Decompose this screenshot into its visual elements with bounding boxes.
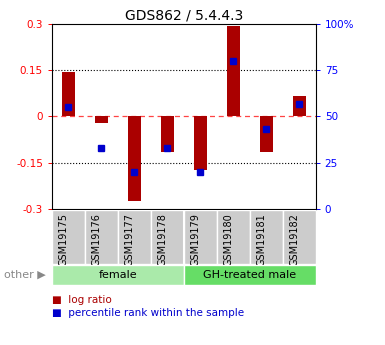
- Bar: [85, 210, 118, 264]
- Bar: [184, 210, 217, 264]
- Text: female: female: [99, 270, 137, 280]
- Text: other ▶: other ▶: [4, 270, 45, 280]
- Text: GSM19175: GSM19175: [59, 213, 69, 266]
- Text: GSM19176: GSM19176: [91, 213, 101, 266]
- Bar: [184, 265, 316, 285]
- Text: GSM19180: GSM19180: [223, 213, 233, 266]
- Text: GSM19178: GSM19178: [157, 213, 167, 266]
- Text: GSM19181: GSM19181: [256, 213, 266, 266]
- Bar: [52, 210, 85, 264]
- Bar: [128, 117, 141, 201]
- Bar: [95, 117, 108, 122]
- Bar: [161, 117, 174, 152]
- Bar: [217, 210, 250, 264]
- Text: ■  percentile rank within the sample: ■ percentile rank within the sample: [52, 308, 244, 318]
- Bar: [118, 210, 151, 264]
- Bar: [227, 26, 240, 117]
- Bar: [293, 97, 306, 117]
- Text: GSM19182: GSM19182: [289, 213, 299, 266]
- Bar: [250, 210, 283, 264]
- Text: GH-treated male: GH-treated male: [203, 270, 296, 280]
- Text: ■  log ratio: ■ log ratio: [52, 295, 112, 305]
- Bar: [52, 265, 184, 285]
- Bar: [151, 210, 184, 264]
- Bar: [259, 117, 273, 152]
- Bar: [62, 72, 75, 117]
- Text: GSM19179: GSM19179: [190, 213, 200, 266]
- Bar: [194, 117, 207, 170]
- Bar: [283, 210, 316, 264]
- Text: GSM19177: GSM19177: [124, 213, 134, 266]
- Title: GDS862 / 5.4.4.3: GDS862 / 5.4.4.3: [125, 9, 243, 23]
